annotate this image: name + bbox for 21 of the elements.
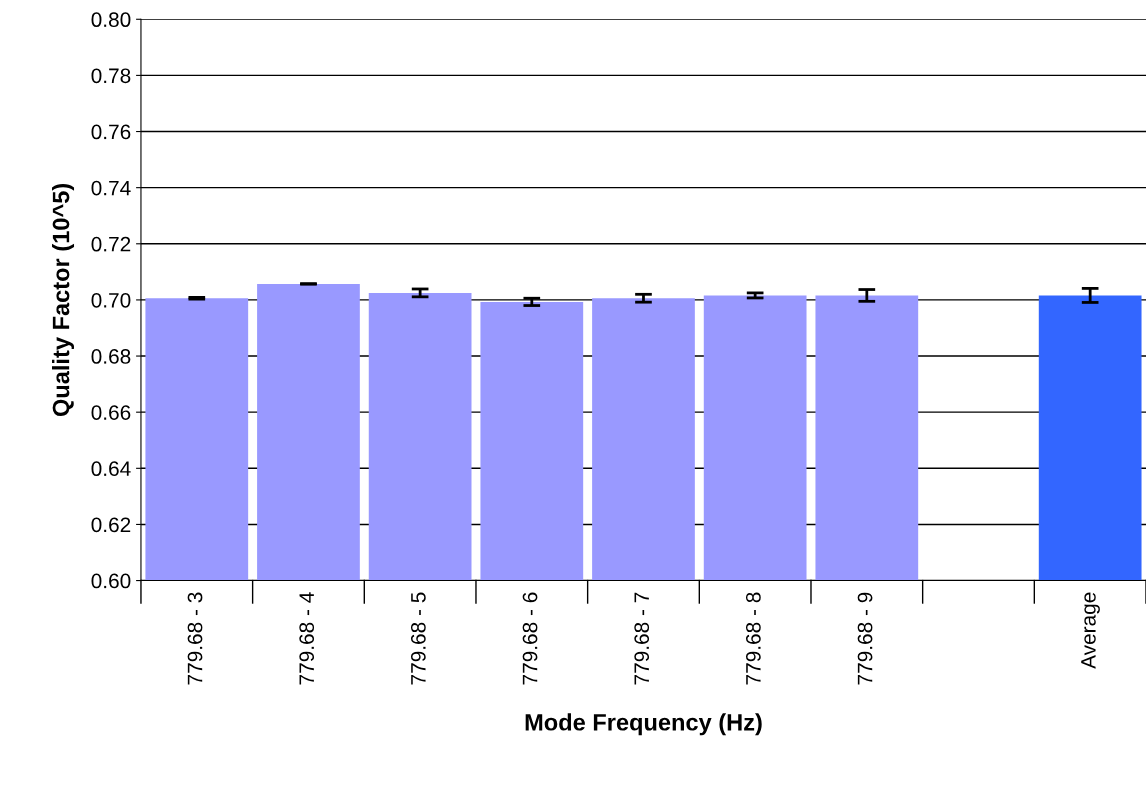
y-tick-label: 0.70 bbox=[91, 292, 131, 308]
y-tick-label: 0.80 bbox=[91, 12, 131, 28]
y-tick-label: 0.72 bbox=[91, 236, 131, 252]
y-tick-label: 0.62 bbox=[91, 517, 131, 533]
x-tick-label: Average bbox=[1081, 592, 1100, 669]
x-tick-label: 779.68 - 3 bbox=[187, 592, 203, 685]
y-tick-label: 0.78 bbox=[91, 68, 131, 84]
y-tick-label: 0.64 bbox=[91, 461, 131, 477]
y-tick-label: 0.60 bbox=[91, 573, 131, 589]
y-tick-label: 0.74 bbox=[91, 180, 131, 196]
x-tick-label: 779.68 - 7 bbox=[634, 592, 650, 685]
y-tick-label: 0.76 bbox=[91, 124, 131, 140]
x-tick-label: 779.68 - 4 bbox=[299, 592, 315, 685]
x-tick-label: 779.68 - 5 bbox=[410, 592, 426, 685]
y-tick-label: 0.68 bbox=[91, 349, 131, 364]
x-tick-label: 779.68 - 8 bbox=[745, 592, 761, 685]
y-axis-title: Quality Factor (10^5) bbox=[52, 183, 75, 417]
y-tick-label: 0.66 bbox=[91, 405, 131, 420]
x-tick-label: 779.68 - 9 bbox=[857, 592, 873, 685]
x-axis-title: Mode Frequency (Hz) bbox=[525, 713, 762, 736]
x-tick-label: 779.68 - 6 bbox=[522, 592, 538, 685]
